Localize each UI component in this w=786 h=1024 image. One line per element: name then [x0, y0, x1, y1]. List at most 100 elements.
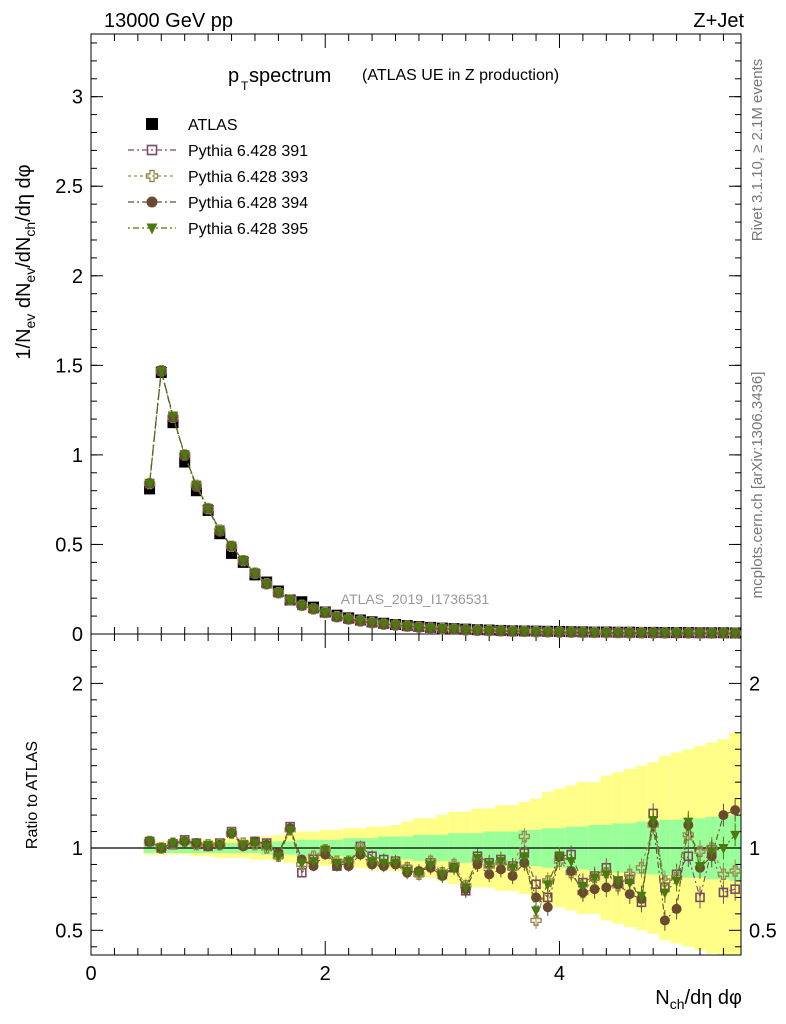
data-point [659, 628, 670, 639]
data-point [167, 411, 178, 422]
data-point [238, 556, 249, 567]
svg-text:1/Nev dNev/dNch/dη dφ: 1/Nev dNev/dNch/dη dφ [13, 164, 38, 359]
data-point [507, 627, 518, 638]
ratio-point [566, 866, 577, 877]
data-point [519, 627, 530, 638]
data-point [402, 622, 413, 633]
main-panel-series [143, 365, 741, 640]
data-point [683, 628, 694, 639]
ratio-point [589, 873, 600, 884]
data-point [706, 629, 717, 640]
data-point [671, 628, 682, 639]
data-point [472, 626, 483, 637]
ratio-point [613, 876, 624, 887]
legend-entry: Pythia 6.428 391 [128, 143, 308, 160]
ratio-point [695, 892, 705, 903]
ratio-point [542, 902, 553, 913]
ratio-point [437, 870, 448, 881]
legend-label: Pythia 6.428 391 [188, 143, 308, 160]
data-point [261, 579, 272, 590]
ratio-point [320, 845, 331, 856]
data-point [320, 608, 331, 619]
data-point [285, 595, 296, 606]
y-tick-label: 1 [72, 445, 83, 467]
x-tick-label: 2 [320, 963, 331, 985]
data-point [226, 542, 237, 553]
ratio-point [378, 858, 389, 869]
ratio-point [601, 882, 612, 893]
ratio-point [343, 857, 354, 868]
ratio-point [730, 805, 741, 816]
legend-entry: ATLAS [146, 117, 238, 134]
ratio-point [402, 867, 413, 878]
legend-marker [146, 144, 158, 156]
ratio-point [484, 860, 495, 871]
ratio-point [718, 844, 729, 854]
data-point [437, 624, 448, 635]
header-left: 13000 GeV pp [104, 10, 233, 32]
title-spectrum: spectrum [249, 65, 331, 87]
ratio-series-pythia-6-428-395 [144, 809, 741, 920]
ratio-point [355, 847, 366, 858]
ratio-point [636, 891, 647, 902]
ratio-point [238, 840, 249, 851]
legend-marker [146, 223, 158, 235]
data-point [214, 526, 225, 537]
ratio-point [624, 889, 635, 900]
data-point [648, 628, 659, 639]
legend-entry: Pythia 6.428 395 [128, 221, 308, 238]
ratio-point [226, 829, 237, 840]
ratio-point [729, 865, 741, 877]
legend-label: Pythia 6.428 394 [188, 195, 308, 212]
rivet-version-text: Rivet 3.1.10, ≥ 2.1M events [749, 59, 766, 242]
data-point [460, 625, 471, 636]
ratio-point [577, 881, 588, 892]
y-tick-label: 1 [749, 838, 760, 860]
ratio-point [683, 817, 694, 828]
ratio-point [156, 844, 167, 854]
y-tick-label: 0.5 [55, 534, 83, 556]
ratio-point [249, 839, 260, 850]
legend-label: Pythia 6.428 393 [188, 169, 308, 186]
ratio-point [285, 825, 296, 836]
ratio-point [167, 839, 178, 850]
legend: ATLAS Pythia 6.428 391 Pythia 6.428 393 Pyt… [128, 117, 308, 238]
ratio-point [296, 858, 307, 869]
ratio-point [718, 887, 729, 898]
panel-frame [90, 633, 742, 956]
ratio-point [718, 810, 729, 821]
ratio-point [601, 870, 612, 881]
data-point [413, 623, 424, 634]
ratio-point [542, 880, 553, 891]
ratio-panel-axes: 0.5 0.5 1 1 2 2 0 2 4 [55, 633, 777, 985]
data-point [566, 628, 577, 639]
ratio-point [273, 852, 284, 863]
legend-entry: Pythia 6.428 394 [128, 195, 308, 212]
data-point [531, 627, 542, 638]
data-point [179, 456, 191, 468]
ratio-point [308, 857, 319, 868]
ratio-point [648, 816, 659, 827]
data-point [249, 569, 260, 580]
data-point [378, 620, 389, 631]
ratio-point [495, 857, 506, 868]
data-point [484, 626, 495, 637]
x-tick-label: 0 [85, 963, 96, 985]
title-paren: (ATLAS UE in Z production) [362, 67, 559, 84]
data-point [308, 604, 319, 615]
ratio-point [519, 852, 530, 863]
legend-marker [146, 196, 158, 208]
data-point [636, 628, 647, 639]
data-point [296, 601, 307, 612]
ratio-point [671, 876, 682, 887]
data-point [273, 588, 284, 599]
y-tick-label: 3 [72, 87, 83, 109]
title-sub: T [241, 79, 249, 93]
x-tick-label: 4 [554, 963, 565, 985]
data-point [624, 628, 635, 639]
ratio-point [518, 830, 531, 843]
ratio-point [203, 840, 214, 851]
data-point [613, 628, 624, 639]
header-right: Z+Jet [693, 10, 744, 32]
